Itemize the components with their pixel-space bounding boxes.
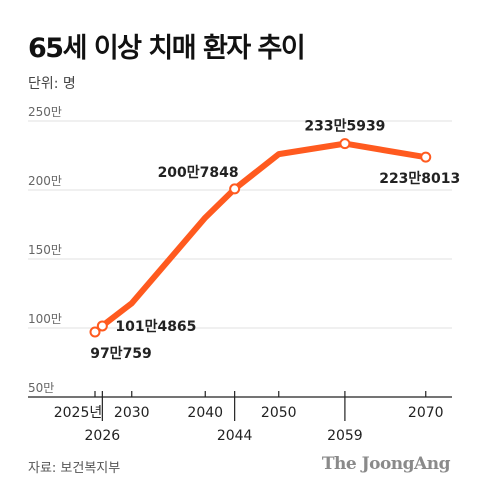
x-tick-label: 2026 [85, 428, 121, 444]
x-tick-label: 2059 [327, 428, 363, 444]
data-point-2025 [89, 326, 101, 338]
chart-title: 65세 이상 치매 환자 추이 [28, 33, 306, 64]
y-tick-label: 100만 [28, 312, 62, 326]
x-tick-label: 2025년 [54, 405, 103, 421]
data-label: 233만5939 [304, 119, 385, 135]
y-tick-label: 250만 [28, 105, 62, 119]
x-tick-label: 2040 [187, 405, 223, 421]
brand-logo: The JoongAng [321, 454, 451, 474]
x-tick-label: 2050 [261, 405, 297, 421]
data-point-2070 [420, 151, 432, 163]
y-tick-label: 150만 [28, 243, 62, 257]
data-label: 97만759 [90, 346, 152, 362]
data-label: 223만8013 [379, 171, 460, 187]
unit-label: 단위: 명 [28, 76, 76, 92]
data-label: 101만4865 [115, 319, 196, 335]
data-label: 200만7848 [158, 165, 239, 181]
x-tick-label: 2044 [217, 428, 253, 444]
data-point-2059 [339, 138, 351, 150]
y-tick-label: 200만 [28, 174, 62, 188]
series-line [92, 140, 429, 335]
x-tick-label: 2070 [408, 405, 444, 421]
data-point-2026 [96, 320, 108, 332]
y-tick-label: 50만 [28, 381, 54, 395]
x-tick-label: 2030 [114, 405, 150, 421]
source-note: 자료: 보건복지부 [28, 461, 121, 476]
data-point-2044 [229, 183, 241, 195]
